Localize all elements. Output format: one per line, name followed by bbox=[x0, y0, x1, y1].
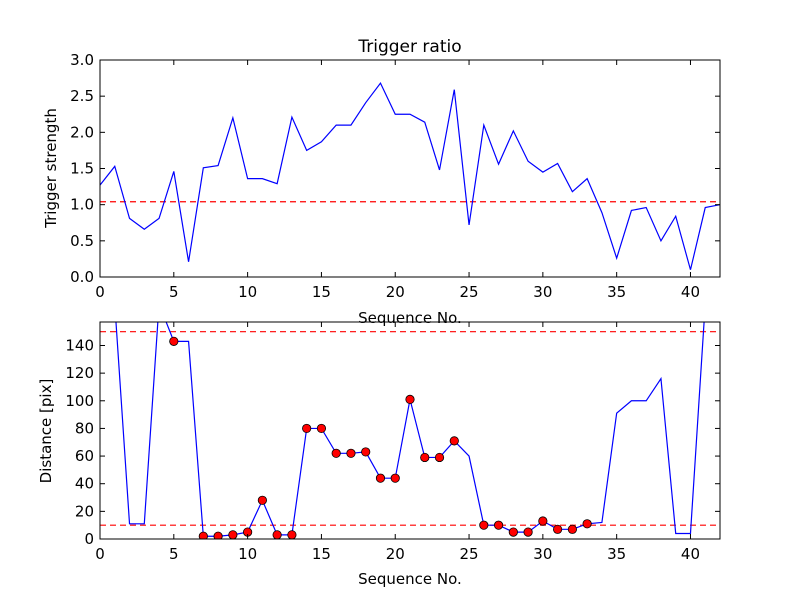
plot-area bbox=[100, 81, 720, 270]
data-point bbox=[390, 473, 400, 483]
data-point bbox=[213, 531, 223, 539]
x-tick-label: 10 bbox=[238, 283, 257, 301]
data-point bbox=[553, 524, 563, 534]
y-tick-label: 80 bbox=[75, 419, 94, 437]
x-tick-label: 25 bbox=[460, 283, 479, 301]
x-tick-label: 40 bbox=[681, 283, 700, 301]
data-point bbox=[508, 527, 518, 537]
data-point bbox=[538, 516, 548, 526]
data-point bbox=[302, 423, 312, 434]
x-tick-label: 5 bbox=[169, 283, 179, 301]
y-tick-label: 0.5 bbox=[70, 232, 94, 250]
x-tick-label: 30 bbox=[533, 283, 552, 301]
x-tick-label: 20 bbox=[386, 545, 405, 563]
x-tick-label: 40 bbox=[681, 545, 700, 563]
x-tick-label: 30 bbox=[533, 545, 552, 563]
data-point bbox=[346, 448, 356, 458]
x-tick-label: 35 bbox=[607, 283, 626, 301]
data-point bbox=[405, 394, 415, 405]
y-tick-label: 1.5 bbox=[70, 160, 94, 178]
y-tick-label: 2.5 bbox=[70, 87, 94, 105]
data-point bbox=[331, 448, 341, 458]
y-tick-label: 3.0 bbox=[70, 51, 94, 69]
data-point bbox=[361, 447, 371, 457]
y-tick-label: 0 bbox=[84, 530, 94, 548]
data-point bbox=[257, 495, 267, 505]
y-axis-label: Trigger strength bbox=[42, 108, 60, 229]
x-axis-label: Sequence No. bbox=[358, 570, 462, 588]
data-point bbox=[523, 527, 533, 537]
data-point bbox=[449, 436, 459, 446]
axes-frame bbox=[99, 321, 721, 540]
x-tick-label: 15 bbox=[312, 283, 331, 301]
y-tick-label: 1.0 bbox=[70, 196, 94, 214]
x-tick-label: 20 bbox=[386, 283, 405, 301]
data-point bbox=[375, 473, 386, 483]
x-tick-label: 10 bbox=[238, 545, 257, 563]
x-tick-label: 15 bbox=[312, 545, 331, 563]
data-point bbox=[198, 531, 208, 539]
data-point bbox=[272, 530, 282, 539]
y-tick-label: 60 bbox=[75, 447, 94, 465]
y-tick-label: 40 bbox=[75, 475, 94, 493]
y-tick-label: 120 bbox=[65, 364, 94, 382]
data-point bbox=[169, 336, 179, 346]
trigger-ratio-chart: Trigger ratio Trigger strength Sequence … bbox=[42, 37, 721, 327]
y-tick-label: 2.0 bbox=[70, 123, 94, 141]
x-tick-label: 35 bbox=[607, 545, 626, 563]
data-point bbox=[582, 519, 592, 529]
y-tick-label: 20 bbox=[75, 502, 94, 520]
series-line-0 bbox=[100, 81, 720, 270]
data-point bbox=[479, 520, 489, 530]
x-tick-label: 5 bbox=[169, 545, 179, 563]
data-point bbox=[434, 452, 445, 463]
y-axis-label: Distance [pix] bbox=[37, 379, 55, 484]
data-point bbox=[567, 524, 577, 534]
data-point bbox=[493, 520, 504, 530]
x-tick-label: 0 bbox=[95, 283, 105, 301]
data-point bbox=[287, 530, 297, 539]
y-tick-label: 0.0 bbox=[70, 268, 94, 286]
plot-area bbox=[100, 322, 720, 539]
chart-title: Trigger ratio bbox=[357, 37, 461, 57]
x-axis-label: Sequence No. bbox=[358, 309, 462, 327]
y-tick-label: 100 bbox=[65, 392, 94, 410]
data-point bbox=[316, 423, 327, 434]
y-tick-label: 140 bbox=[65, 336, 94, 354]
x-tick-label: 0 bbox=[95, 545, 105, 563]
distance-chart: Distance [pix] Sequence No. 0 5 10 15 20 25 30… bbox=[37, 321, 721, 588]
data-point bbox=[420, 452, 430, 463]
x-tick-label: 25 bbox=[460, 545, 479, 563]
data-point bbox=[228, 530, 238, 539]
